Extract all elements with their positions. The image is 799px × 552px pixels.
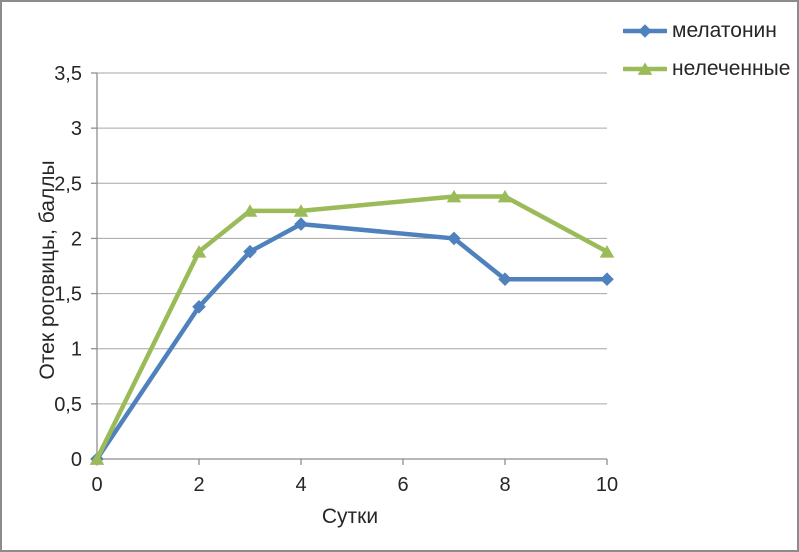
diamond-marker-icon bbox=[243, 244, 257, 259]
triangle-marker-icon bbox=[599, 245, 615, 258]
x-tick-label: 4 bbox=[295, 474, 306, 496]
triangle-marker-icon bbox=[623, 62, 667, 75]
legend-item-untreated: нелеченные bbox=[623, 57, 790, 81]
triangle-marker-icon bbox=[191, 245, 207, 258]
x-tick-label: 8 bbox=[499, 474, 510, 496]
x-axis-title: Сутки bbox=[322, 505, 378, 528]
axes-layer bbox=[91, 72, 608, 465]
y-tick-label: 0 bbox=[71, 449, 82, 471]
triangle-marker-icon bbox=[497, 189, 513, 203]
y-tick-label: 2,5 bbox=[54, 173, 82, 195]
y-tick-label: 1,5 bbox=[54, 284, 82, 306]
triangle-marker-icon bbox=[637, 62, 653, 75]
series-line bbox=[94, 194, 610, 462]
series-layer bbox=[89, 189, 615, 466]
diamond-marker-icon bbox=[638, 24, 652, 38]
triangle-marker-icon bbox=[89, 452, 105, 465]
grid-layer bbox=[97, 72, 607, 405]
legend-label-melatonin: мелатонин bbox=[672, 19, 777, 42]
triangle-marker-icon bbox=[446, 189, 462, 203]
x-tick-label: 6 bbox=[397, 474, 408, 496]
diamond-marker-icon bbox=[447, 231, 461, 246]
diamond-marker-icon bbox=[623, 24, 667, 38]
x-tick-label: 0 bbox=[91, 474, 102, 496]
x-tick-label: 10 bbox=[596, 474, 618, 496]
y-tick-label: 0,5 bbox=[54, 394, 82, 416]
series-line bbox=[94, 221, 610, 462]
y-tick-label: 2 bbox=[71, 228, 82, 250]
y-tick-label: 3 bbox=[71, 118, 82, 140]
diamond-marker-icon bbox=[294, 217, 308, 231]
legend-label-untreated: нелеченные bbox=[672, 57, 791, 80]
diamond-marker-icon bbox=[600, 272, 614, 287]
diamond-marker-icon bbox=[192, 300, 206, 314]
diamond-marker-icon bbox=[498, 272, 512, 287]
y-tick-label: 3,5 bbox=[54, 63, 82, 85]
y-tick-label: 1 bbox=[71, 339, 82, 361]
triangle-marker-icon bbox=[293, 204, 309, 217]
triangle-marker-icon bbox=[242, 204, 258, 217]
x-tick-label: 2 bbox=[193, 474, 204, 496]
y-axis-title: Отек роговицы, баллы bbox=[36, 160, 59, 379]
legend-item-melatonin: мелатонин bbox=[623, 19, 790, 43]
legend: мелатонин нелеченные bbox=[623, 19, 790, 81]
tick-label-layer: 0 0,5 1 1,5 2 2,5 3 3,5 0 2 4 6 8 10 bbox=[54, 63, 618, 496]
